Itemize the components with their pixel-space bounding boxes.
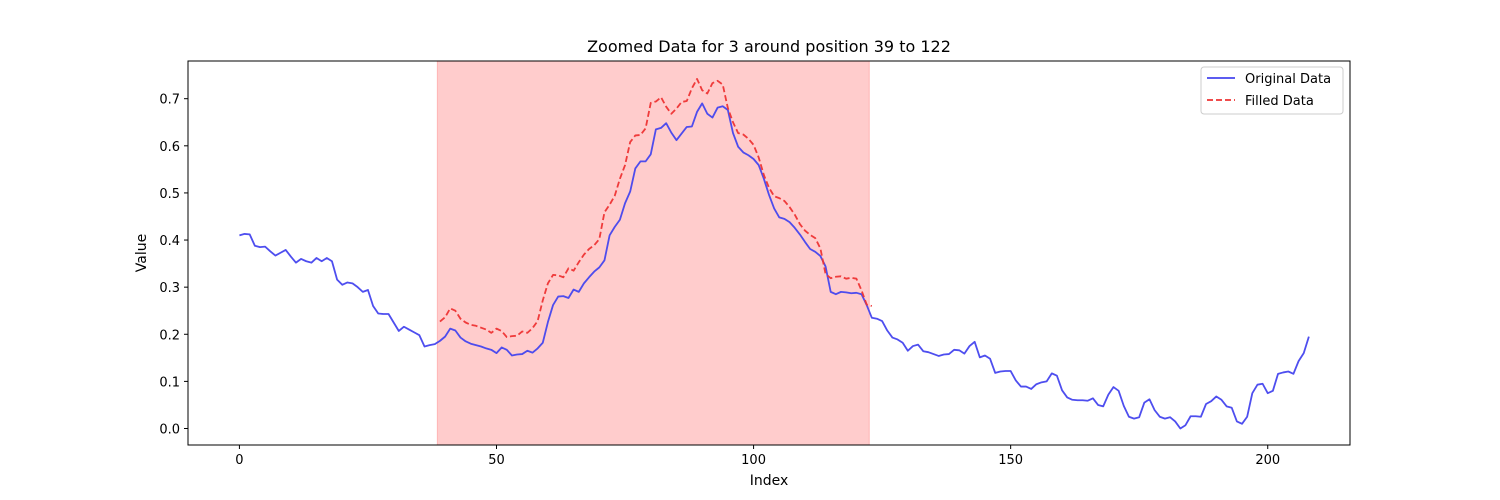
y-axis-label: Value	[134, 234, 150, 272]
y-tick-label: 0.6	[159, 140, 180, 155]
legend-box	[1200, 66, 1344, 115]
series-line-original-data	[239, 102, 1310, 430]
plot-frame	[187, 60, 1351, 446]
y-tick-label: 0.2	[159, 328, 180, 343]
y-tick-label: 0.4	[159, 234, 180, 249]
series-line-filled-data	[439, 78, 873, 339]
x-tick-label: 200	[1255, 453, 1280, 468]
chart-title: Zoomed Data for 3 around position 39 to …	[587, 37, 951, 56]
x-tick-label: 50	[488, 453, 505, 468]
x-axis-label: Index	[750, 473, 789, 489]
legend-label-original-data: Original Data	[1245, 72, 1331, 87]
legend-label-filled-data: Filled Data	[1245, 94, 1314, 109]
x-tick-label: 100	[741, 453, 766, 468]
legend: Original Data Filled Data	[1200, 66, 1344, 115]
highlight-region	[436, 60, 870, 446]
y-tick-label: 0.7	[159, 93, 180, 108]
x-tick-label: 0	[235, 453, 243, 468]
y-tick-label: 0.0	[159, 423, 180, 438]
x-tick-label: 150	[998, 453, 1023, 468]
y-tick-label: 0.5	[159, 187, 180, 202]
y-tick-label: 0.1	[159, 375, 180, 390]
y-tick-label: 0.3	[159, 281, 180, 296]
